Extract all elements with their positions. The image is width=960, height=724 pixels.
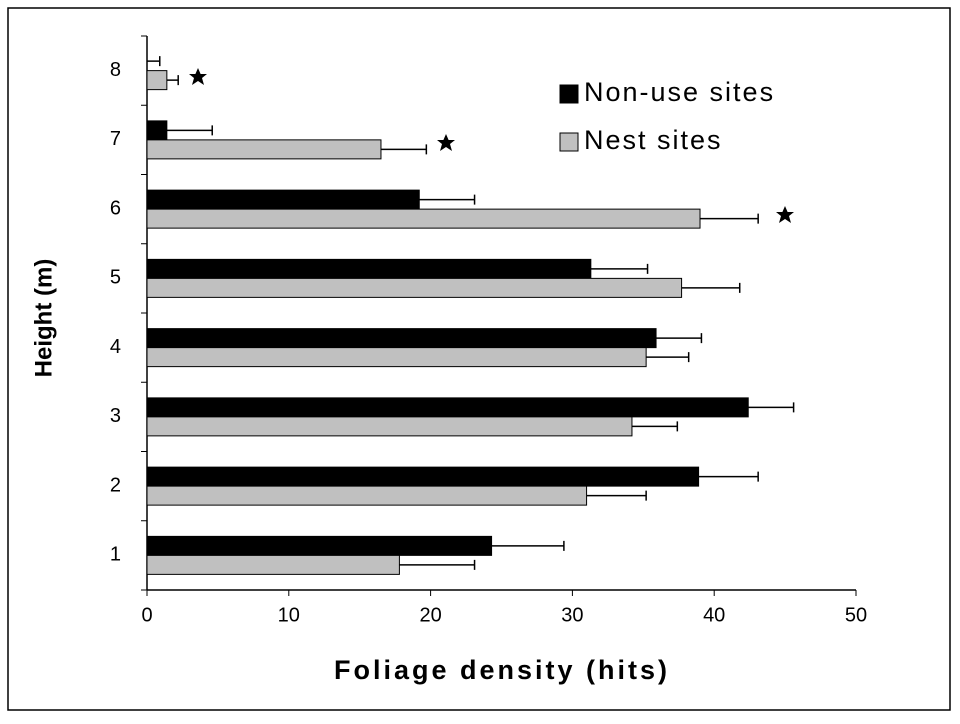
legend-swatch: [559, 132, 579, 152]
y-tick-label: 1: [110, 544, 121, 566]
y-tick-label: 6: [110, 197, 121, 219]
error-bar: [631, 421, 679, 432]
y-tick-label: 8: [110, 59, 121, 81]
bar: [146, 397, 749, 418]
x-tick-label: 50: [845, 604, 867, 626]
significance-stars: [189, 68, 794, 223]
error-bar: [698, 471, 759, 482]
bar: [146, 347, 647, 368]
legend-label: Nest sites: [584, 125, 723, 155]
bar: [146, 258, 592, 279]
bar: [146, 189, 420, 210]
error-bar: [166, 125, 213, 136]
error-bar: [380, 144, 428, 155]
bar: [146, 466, 700, 487]
bar: [146, 535, 493, 556]
y-tick-label: 7: [110, 128, 121, 150]
bar: [146, 208, 701, 229]
error-bar: [656, 333, 703, 344]
bar: [146, 485, 588, 506]
error-bar: [646, 352, 690, 363]
error-bar: [419, 194, 476, 205]
legend-swatch: [559, 84, 579, 104]
y-tick-label: 2: [110, 474, 121, 496]
star: [437, 134, 455, 151]
error-bar: [491, 540, 565, 551]
error-bar: [681, 282, 741, 293]
x-tick-label: 10: [278, 604, 300, 626]
bar: [146, 277, 683, 298]
error-bar: [166, 75, 179, 86]
bar: [146, 416, 633, 437]
error-bar: [700, 213, 759, 224]
bar: [146, 328, 657, 349]
error-bar: [590, 263, 649, 274]
y-tick-label: 5: [110, 267, 121, 289]
error-bar: [147, 56, 161, 67]
y-tick-label: 3: [110, 405, 121, 427]
y-axis-title: Height (m): [30, 259, 57, 378]
x-tick-label: 30: [561, 604, 583, 626]
x-axis-title: Foliage density (hits): [334, 655, 670, 685]
error-bar: [748, 402, 795, 413]
error-bar: [586, 490, 647, 501]
x-tick-label: 20: [419, 604, 441, 626]
y-tick-label: 4: [110, 336, 121, 358]
star: [189, 68, 207, 85]
x-tick-label: 0: [141, 604, 152, 626]
legend-label: Non-use sites: [584, 77, 775, 107]
x-tick-label: 40: [703, 604, 725, 626]
bar: [146, 70, 168, 91]
error-bar: [399, 559, 476, 570]
star: [776, 206, 794, 223]
bar: [146, 120, 168, 141]
bar: [146, 554, 400, 575]
bar: [146, 139, 382, 160]
